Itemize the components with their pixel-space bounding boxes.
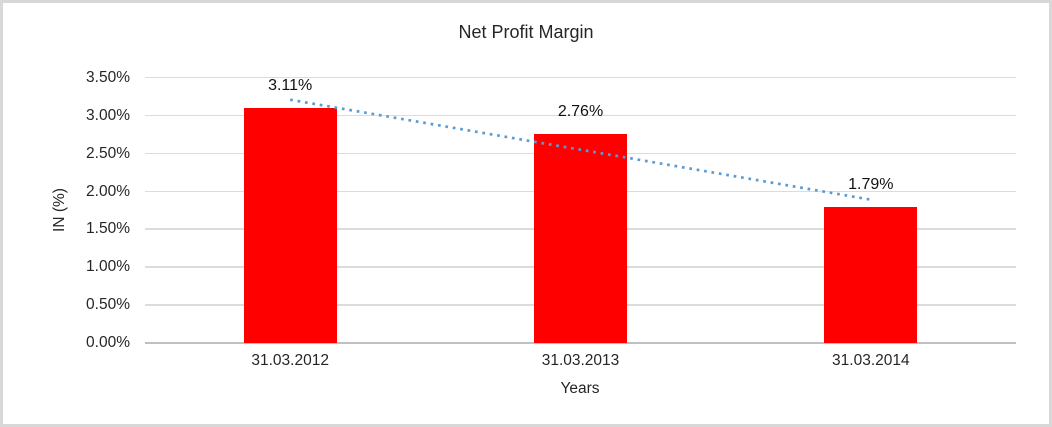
plot-area: 3.11% 2.76% 1.79%: [145, 76, 1016, 344]
y-tick-label: 2.00%: [86, 182, 130, 200]
y-tick-label: 3.00%: [86, 106, 130, 124]
bar-data-label: 1.79%: [848, 176, 894, 194]
bar-data-label: 2.76%: [557, 103, 604, 121]
x-axis-title: Years: [560, 380, 600, 397]
bar-31.03.2014: [824, 207, 918, 343]
y-gridline: [145, 114, 1016, 117]
chart-title: Net Profit Margin: [458, 22, 594, 42]
y-gridline: [145, 77, 1016, 79]
bar-data-label: 3.11%: [268, 76, 313, 94]
x-tick-label: 31.03.2014: [832, 352, 910, 369]
x-tick-label: 31.03.2012: [251, 352, 329, 369]
y-tick-label: 1.50%: [86, 220, 130, 238]
bar-31.03.2012: [243, 107, 337, 343]
y-tick-label: 0.00%: [86, 334, 130, 351]
x-tick-label: 31.03.2013: [541, 352, 620, 369]
y-axis-tick-labels: 0.00% 0.50% 1.00% 1.50% 2.00% 2.50% 3.00% 3.50%: [3, 69, 130, 351]
trendline-path: [289, 98, 872, 202]
y-tick-label: 2.50%: [86, 144, 130, 162]
y-tick-label: 1.00%: [86, 258, 130, 276]
y-tick-label: 0.50%: [86, 296, 130, 314]
x-axis-line: [145, 342, 1016, 344]
y-tick-label: 3.50%: [86, 69, 130, 86]
trendline: [289, 98, 872, 202]
bar-31.03.2013: [534, 134, 627, 343]
